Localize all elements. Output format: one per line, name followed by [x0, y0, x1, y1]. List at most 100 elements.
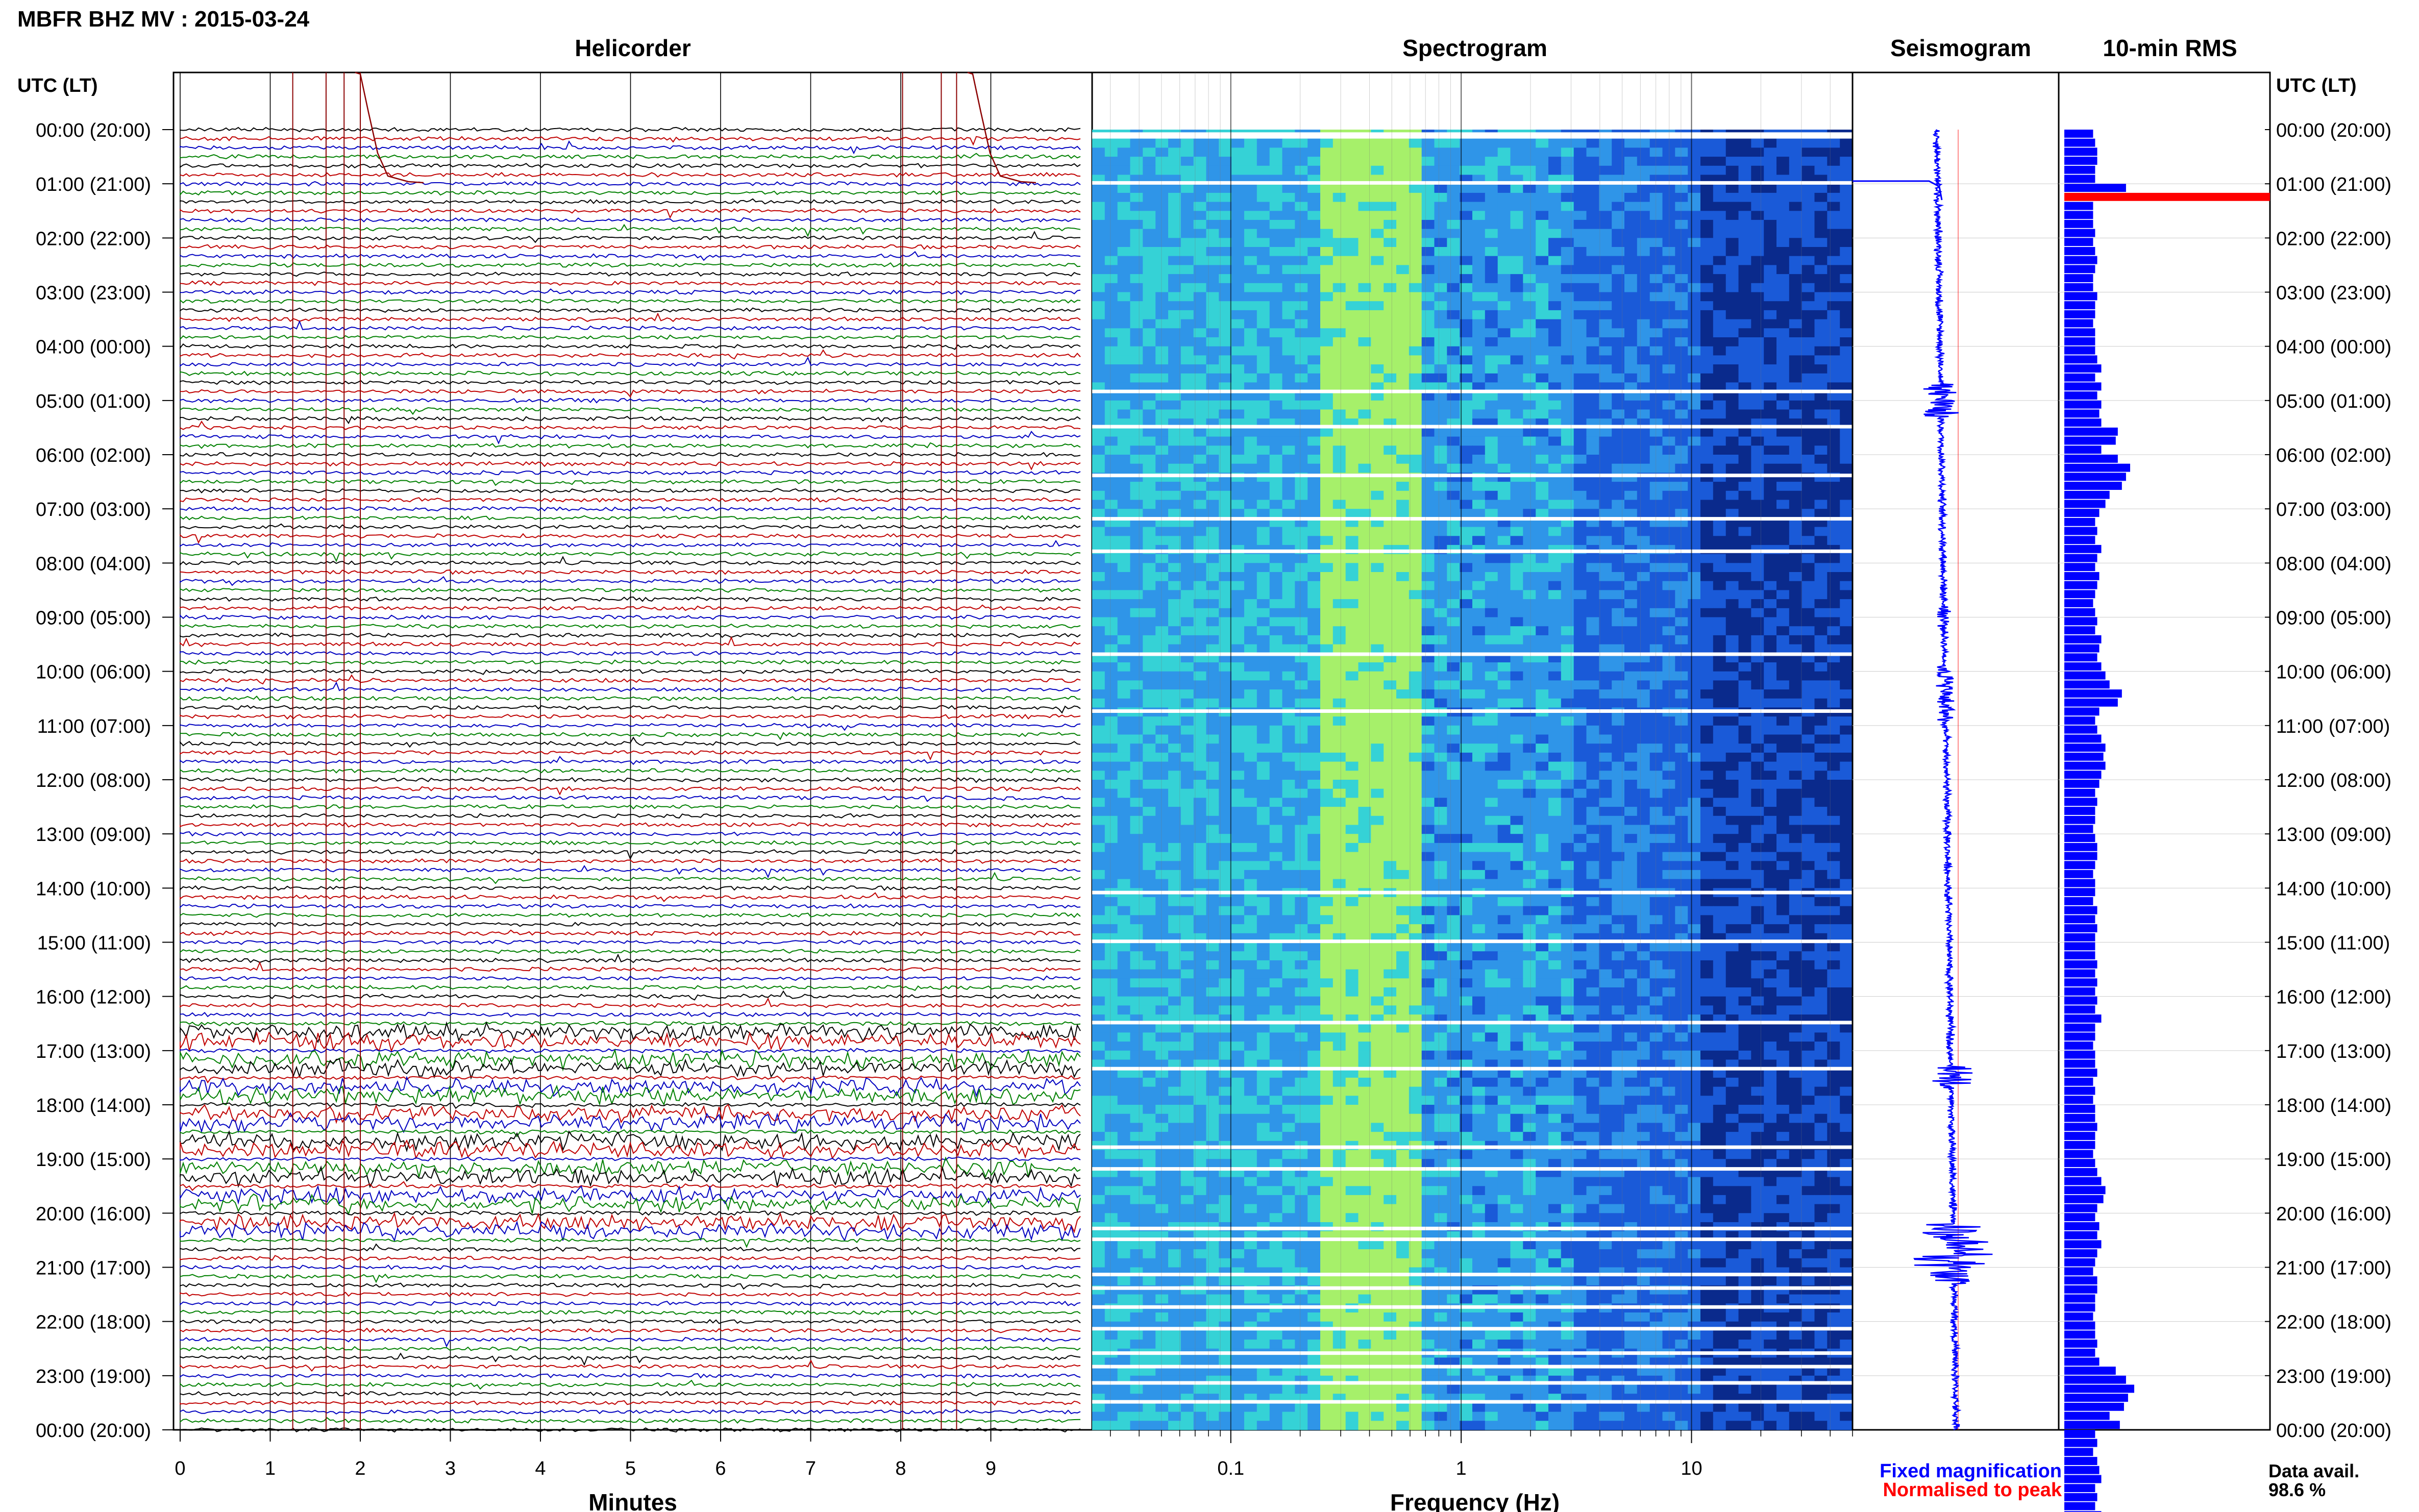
spectrogram-cell	[1840, 319, 1853, 329]
spectrogram-cell	[1472, 274, 1486, 284]
spectrogram-cell	[1637, 752, 1650, 762]
spectrogram-cell	[1713, 364, 1726, 374]
spectrogram-cell	[1434, 590, 1447, 600]
spectrogram-cell	[1092, 725, 1105, 735]
spectrogram-cell	[1117, 599, 1131, 609]
spectrogram-cell	[1497, 409, 1511, 419]
spectrogram-cell	[1219, 761, 1232, 771]
spectrogram-cell	[1130, 752, 1143, 762]
spectrogram-cell	[1738, 834, 1751, 844]
spectrogram-cell	[1675, 138, 1688, 148]
spectrogram-cell	[1193, 671, 1207, 681]
spectrogram-cell	[1713, 400, 1726, 410]
spectrogram-cell	[1421, 400, 1435, 410]
spectrogram-cell	[1256, 581, 1270, 590]
spectrogram-cell	[1168, 382, 1181, 392]
spectrogram-cell	[1713, 608, 1726, 617]
spectrogram-cell	[1789, 689, 1803, 699]
spectrogram-cell	[1231, 752, 1245, 762]
spectrogram-cell	[1143, 608, 1156, 617]
spectrogram-cell	[1472, 536, 1486, 546]
spectrogram-cell	[1434, 608, 1447, 617]
spectrogram-cell	[1751, 671, 1764, 681]
spectrogram-cell	[1713, 147, 1726, 157]
spectrogram-cell	[1219, 373, 1232, 383]
spectrogram-cell	[1751, 373, 1764, 383]
spectrogram-cell	[1700, 219, 1714, 230]
spectrogram-cell	[1497, 157, 1511, 166]
spectrogram-cell	[1092, 581, 1105, 590]
spectrogram-cell	[1764, 725, 1777, 735]
spectrogram-cell	[1143, 798, 1156, 807]
spectrogram-cell	[1332, 211, 1346, 220]
spectrogram-cell	[1814, 238, 1828, 247]
spectrogram-cell	[1612, 147, 1625, 157]
spectrogram-cell	[1409, 671, 1422, 681]
spectrogram-cell	[1624, 274, 1638, 284]
spectrogram-cell	[1256, 780, 1270, 789]
spectrogram-cell	[1801, 147, 1815, 157]
spectrogram-cell	[1485, 138, 1498, 148]
spectrogram-cell	[1510, 563, 1523, 573]
spectrogram-cell	[1104, 599, 1118, 609]
spectrogram-cell	[1561, 463, 1574, 473]
spectrogram-cell	[1649, 482, 1663, 491]
spectrogram-cell	[1713, 382, 1726, 392]
spectrogram-cell	[1536, 265, 1549, 275]
spectrogram-cell	[1219, 229, 1232, 238]
spectrogram-cell	[1662, 165, 1675, 175]
spectrogram-cell	[1345, 716, 1359, 726]
spectrogram-cell	[1738, 617, 1751, 627]
spectrogram-cell	[1295, 689, 1308, 699]
spectrogram-cell	[1206, 635, 1219, 645]
spectrogram-cell	[1649, 752, 1663, 762]
spectrogram-cell	[1447, 482, 1460, 491]
spectrogram-cell	[1700, 147, 1714, 157]
spectrogram-cell	[1295, 734, 1308, 744]
helicorder-trace	[180, 1427, 1081, 1433]
spectrogram-cell	[1117, 716, 1131, 726]
spectrogram-cell	[1092, 644, 1105, 654]
spectrogram-cell	[1510, 752, 1523, 762]
helicorder-trace	[180, 777, 1081, 783]
spectrogram-cell	[1332, 310, 1346, 320]
spectrogram-cell	[1510, 626, 1523, 636]
spectrogram-cell	[1776, 761, 1790, 771]
spectrogram-cell	[1649, 229, 1663, 238]
spectrogram-cell	[1548, 229, 1562, 238]
spectrogram-cell	[1434, 382, 1447, 392]
spectrogram-cell	[1713, 590, 1726, 600]
spectrogram-cell	[1637, 788, 1650, 798]
spectrogram-cell	[1206, 147, 1219, 157]
spectrogram-cell	[1320, 590, 1334, 600]
spectrogram-cell	[1700, 752, 1714, 762]
spectrogram-cell	[1219, 590, 1232, 600]
spectrogram-cell	[1332, 490, 1346, 500]
spectrogram-cell	[1713, 761, 1726, 771]
spectrogram-cell	[1231, 283, 1245, 292]
spectrogram-cell	[1332, 563, 1346, 573]
spectrogram-cell	[1180, 292, 1194, 302]
spectrogram-cell	[1649, 581, 1663, 590]
spectrogram-cell	[1573, 761, 1587, 771]
spectrogram-cell	[1751, 219, 1764, 230]
spectrogram-cell	[1801, 319, 1815, 329]
spectrogram-cell	[1345, 798, 1359, 807]
spectrogram-cell	[1776, 825, 1790, 834]
spectrogram-cell	[1421, 581, 1435, 590]
helicorder-trace	[180, 636, 1081, 648]
spectrogram-cell	[1421, 842, 1435, 853]
spectrogram-cell	[1536, 644, 1549, 654]
spectrogram-cell	[1536, 572, 1549, 582]
spectrogram-cell	[1827, 807, 1840, 816]
spectrogram-cell	[1460, 229, 1473, 238]
spectrogram-cell	[1472, 490, 1486, 500]
spectrogram-cell	[1789, 834, 1803, 844]
spectrogram-cell	[1282, 490, 1295, 500]
spectrogram-cell	[1421, 490, 1435, 500]
spectrogram-cell	[1599, 644, 1612, 654]
spectrogram-cell	[1231, 382, 1245, 392]
spectrogram-cell	[1269, 202, 1283, 211]
spectrogram-cell	[1396, 815, 1410, 825]
spectrogram-cell	[1840, 500, 1853, 509]
